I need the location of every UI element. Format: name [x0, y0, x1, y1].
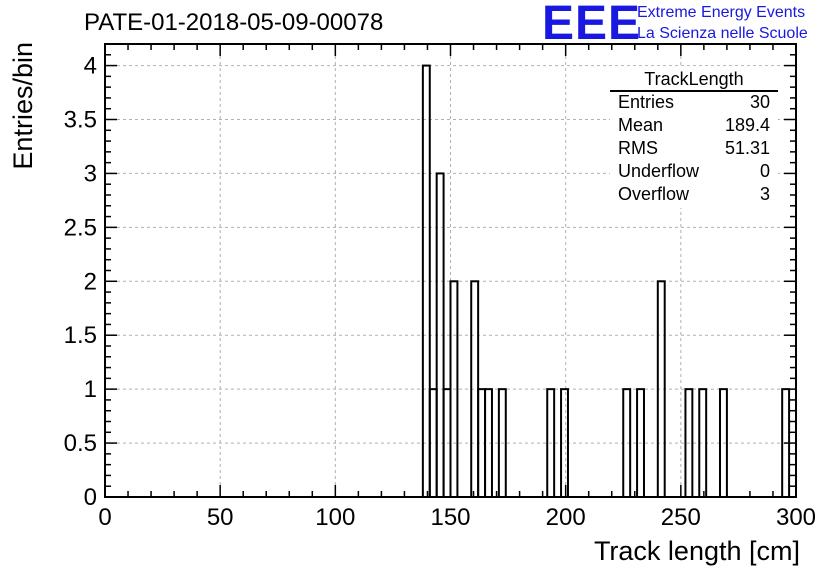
stat-label: Overflow	[618, 184, 690, 204]
axis-ticks	[104, 43, 797, 498]
logo-line-1: Extreme Energy Events	[637, 4, 806, 21]
grid-lines	[105, 44, 796, 497]
stat-value: 30	[749, 92, 770, 112]
x-tick-label: 100	[315, 504, 355, 531]
stat-label: RMS	[618, 138, 658, 158]
statistics-divider	[610, 90, 778, 92]
stat-label: Entries	[618, 92, 675, 112]
y-tick-label: 2.5	[64, 214, 97, 241]
y-tick-label: 3.5	[64, 107, 97, 134]
stat-label: Mean	[618, 115, 664, 135]
y-tick-label: 1.5	[64, 322, 97, 349]
x-tick-label: 150	[430, 504, 470, 531]
x-tick-label: 250	[661, 504, 701, 531]
stat-row-mean: Mean 189.4	[618, 115, 770, 138]
x-axis-label: Track length [cm]	[594, 536, 800, 566]
y-tick-label: 0	[84, 484, 97, 511]
stat-value: 51.31	[724, 138, 770, 158]
stat-value: 0	[759, 161, 770, 181]
stat-row-overflow: Overflow 3	[618, 184, 770, 207]
x-tick-label: 200	[546, 504, 586, 531]
statistics-box: TrackLength Entries 30 Mean 189.4 RMS 51…	[610, 66, 778, 208]
y-tick-label: 1	[84, 376, 97, 403]
y-tick-label: 2	[84, 268, 97, 295]
stat-row-entries: Entries 30	[618, 92, 770, 115]
stat-label: Underflow	[618, 161, 700, 181]
statistics-title: TrackLength	[644, 69, 744, 89]
x-tick-label: 50	[207, 504, 234, 531]
stat-value: 189.4	[724, 115, 770, 135]
logo-line-2: La Scienza nelle Scuole	[637, 25, 808, 42]
y-tick-label: 3	[84, 160, 97, 187]
eee-logo: EEE	[542, 0, 642, 50]
y-tick-label: 0.5	[64, 430, 97, 457]
x-tick-label: 0	[98, 504, 111, 531]
y-tick-label: 4	[84, 53, 97, 80]
x-tick-label: 300	[776, 504, 816, 531]
stat-row-underflow: Underflow 0	[618, 161, 770, 184]
y-axis-label: Entries/bin	[8, 42, 38, 170]
stat-row-rms: RMS 51.31	[618, 138, 770, 161]
page-title: PATE-01-2018-05-09-00078	[84, 9, 384, 36]
stat-value: 3	[759, 184, 770, 204]
